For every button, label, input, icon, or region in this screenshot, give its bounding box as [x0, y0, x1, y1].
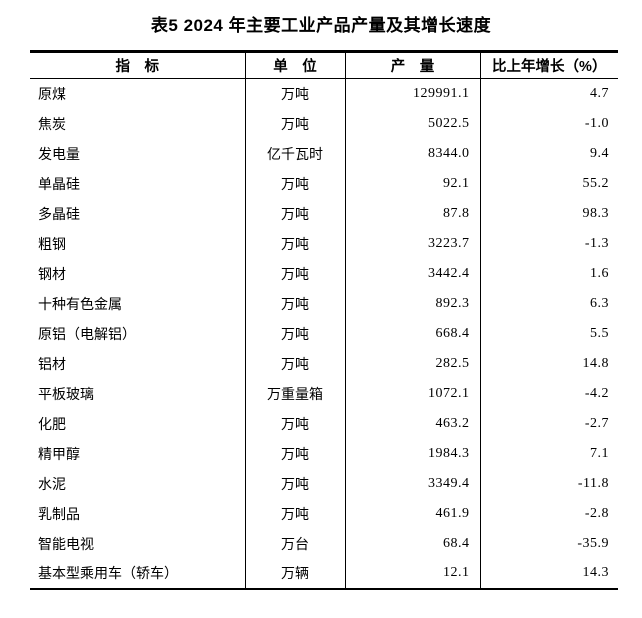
output-cell: 668.4 — [344, 318, 480, 349]
growth-cell: -1.3 — [479, 228, 618, 259]
table-row: 焦炭 万吨 5022.5 -1.0 — [30, 108, 618, 139]
indicator-cell: 原煤 — [38, 87, 66, 103]
indicator-cell: 铝材 — [38, 357, 66, 373]
unit-cell: 万吨 — [244, 78, 345, 109]
growth-cell: -35.9 — [479, 528, 618, 559]
column-header-indicator: 指 标 — [30, 51, 245, 79]
unit-cell: 万吨 — [244, 228, 345, 259]
indicator-cell: 粗钢 — [38, 237, 66, 253]
indicator-cell: 乳制品 — [38, 507, 80, 523]
growth-cell: 6.3 — [479, 288, 618, 319]
output-cell: 129991.1 — [344, 78, 480, 109]
indicator-cell: 钢材 — [38, 267, 66, 283]
table-row: 智能电视 万台 68.4 -35.9 — [30, 528, 618, 559]
unit-cell: 万吨 — [244, 408, 345, 439]
unit-cell: 万吨 — [244, 468, 345, 499]
page-title: 表5 2024 年主要工业产品产量及其增长速度 — [150, 16, 492, 35]
output-cell: 461.9 — [344, 498, 480, 529]
output-cell: 12.1 — [344, 558, 480, 589]
growth-cell: -2.7 — [479, 408, 618, 439]
table-row: 原铝（电解铝） 万吨 668.4 5.5 — [30, 318, 618, 349]
table-row: 粗钢 万吨 3223.7 -1.3 — [30, 228, 618, 259]
output-cell: 5022.5 — [344, 108, 480, 139]
unit-cell: 万吨 — [244, 438, 345, 469]
table-row: 基本型乘用车（轿车） 万辆 12.1 14.3 — [30, 558, 618, 589]
output-cell: 3442.4 — [344, 258, 480, 289]
growth-cell: 9.4 — [479, 138, 618, 169]
growth-cell: -11.8 — [479, 468, 618, 499]
indicator-cell: 化肥 — [38, 417, 66, 433]
unit-cell: 万吨 — [244, 198, 345, 229]
table-row: 钢材 万吨 3442.4 1.6 — [30, 258, 618, 289]
table-row: 精甲醇 万吨 1984.3 7.1 — [30, 438, 618, 469]
growth-cell: 4.7 — [479, 78, 618, 109]
output-cell: 892.3 — [344, 288, 480, 319]
output-cell: 1072.1 — [344, 378, 480, 409]
indicator-cell: 基本型乘用车（轿车） — [38, 567, 178, 582]
growth-cell: 7.1 — [479, 438, 618, 469]
column-header-growth: 比上年增长（%） — [479, 51, 618, 79]
table-row: 发电量 亿千瓦时 8344.0 9.4 — [30, 138, 618, 169]
growth-cell: 1.6 — [479, 258, 618, 289]
output-cell: 87.8 — [344, 198, 480, 229]
growth-cell: 55.2 — [479, 168, 618, 199]
unit-cell: 万吨 — [244, 318, 345, 349]
indicator-cell: 智能电视 — [38, 537, 94, 553]
growth-cell: -2.8 — [479, 498, 618, 529]
indicator-cell: 十种有色金属 — [38, 297, 122, 313]
indicator-cell: 精甲醇 — [38, 447, 80, 463]
growth-cell: 98.3 — [479, 198, 618, 229]
unit-cell: 万重量箱 — [244, 378, 345, 409]
growth-cell: 14.8 — [479, 348, 618, 379]
indicator-cell: 焦炭 — [38, 117, 66, 133]
unit-cell: 万吨 — [244, 498, 345, 529]
output-cell: 3223.7 — [344, 228, 480, 259]
unit-cell: 万辆 — [244, 558, 345, 589]
indicator-cell: 发电量 — [38, 147, 80, 163]
unit-cell: 万吨 — [244, 288, 345, 319]
table-row: 化肥 万吨 463.2 -2.7 — [30, 408, 618, 439]
indicator-cell: 多晶硅 — [38, 207, 80, 223]
unit-cell: 万吨 — [244, 168, 345, 199]
table-body: 原煤 万吨 129991.1 4.7 焦炭 万吨 5022.5 -1.0 发电量… — [30, 78, 618, 589]
table-row: 平板玻璃 万重量箱 1072.1 -4.2 — [30, 378, 618, 409]
table-row: 十种有色金属 万吨 892.3 6.3 — [30, 288, 618, 319]
indicator-cell: 原铝（电解铝） — [38, 327, 136, 343]
unit-cell: 亿千瓦时 — [244, 138, 345, 169]
output-cell: 1984.3 — [344, 438, 480, 469]
growth-cell: -4.2 — [479, 378, 618, 409]
indicator-cell: 水泥 — [38, 477, 66, 493]
table-row: 原煤 万吨 129991.1 4.7 — [30, 78, 618, 109]
unit-cell: 万吨 — [244, 348, 345, 379]
unit-cell: 万吨 — [244, 258, 345, 289]
table-row: 铝材 万吨 282.5 14.8 — [30, 348, 618, 379]
table-row: 多晶硅 万吨 87.8 98.3 — [30, 198, 618, 229]
unit-cell: 万台 — [244, 528, 345, 559]
growth-cell: -1.0 — [479, 108, 618, 139]
output-cell: 3349.4 — [344, 468, 480, 499]
output-cell: 282.5 — [344, 348, 480, 379]
table-row: 水泥 万吨 3349.4 -11.8 — [30, 468, 618, 499]
table-row: 乳制品 万吨 461.9 -2.8 — [30, 498, 618, 529]
column-header-unit: 单 位 — [244, 51, 345, 79]
indicator-cell: 平板玻璃 — [38, 387, 94, 403]
unit-cell: 万吨 — [244, 108, 345, 139]
industrial-products-table: 指 标 单 位 产 量 比上年增长（%） 原煤 万吨 129991.1 4.7 … — [30, 50, 618, 590]
output-cell: 463.2 — [344, 408, 480, 439]
output-cell: 8344.0 — [344, 138, 480, 169]
table-header: 指 标 单 位 产 量 比上年增长（%） — [30, 51, 618, 79]
indicator-cell: 单晶硅 — [38, 177, 80, 193]
output-cell: 68.4 — [344, 528, 480, 559]
growth-cell: 14.3 — [479, 558, 618, 589]
output-cell: 92.1 — [344, 168, 480, 199]
table-header-row: 指 标 单 位 产 量 比上年增长（%） — [30, 51, 618, 79]
growth-cell: 5.5 — [479, 318, 618, 349]
column-header-output: 产 量 — [344, 51, 480, 79]
table-row: 单晶硅 万吨 92.1 55.2 — [30, 168, 618, 199]
